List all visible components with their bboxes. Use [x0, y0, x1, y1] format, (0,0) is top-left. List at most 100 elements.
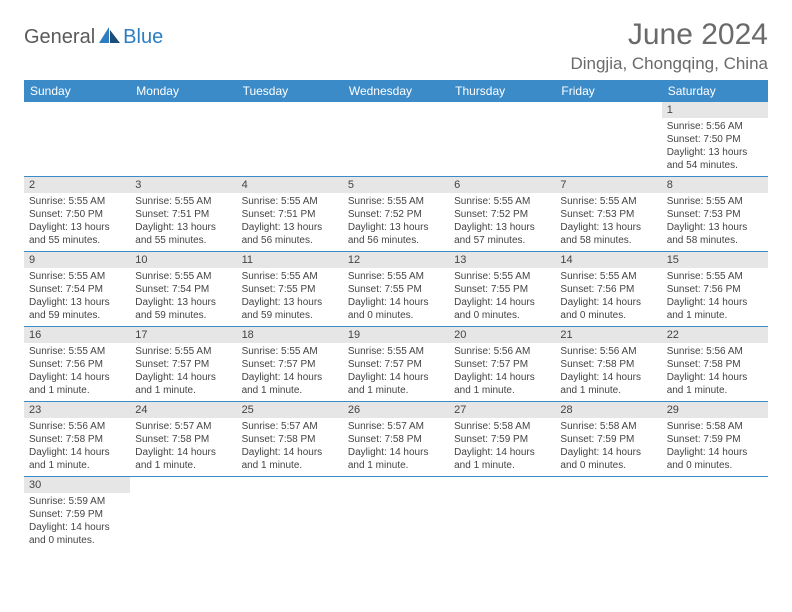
- sunset-text: Sunset: 7:57 PM: [348, 358, 444, 371]
- daylight-text: Daylight: 13 hours and 58 minutes.: [560, 221, 656, 247]
- sunset-text: Sunset: 7:58 PM: [348, 433, 444, 446]
- calendar-body: 1Sunrise: 5:56 AMSunset: 7:50 PMDaylight…: [24, 102, 768, 551]
- calendar-day-cell: 29Sunrise: 5:58 AMSunset: 7:59 PMDayligh…: [662, 402, 768, 477]
- calendar-day-cell: 1Sunrise: 5:56 AMSunset: 7:50 PMDaylight…: [662, 102, 768, 177]
- day-details: Sunrise: 5:58 AMSunset: 7:59 PMDaylight:…: [449, 418, 555, 476]
- weekday-header: Sunday: [24, 80, 130, 102]
- sunset-text: Sunset: 7:59 PM: [454, 433, 550, 446]
- day-number: [237, 477, 343, 493]
- day-number: 5: [343, 177, 449, 193]
- weekday-header: Monday: [130, 80, 236, 102]
- calendar-day-cell: 12Sunrise: 5:55 AMSunset: 7:55 PMDayligh…: [343, 252, 449, 327]
- calendar-day-cell: 10Sunrise: 5:55 AMSunset: 7:54 PMDayligh…: [130, 252, 236, 327]
- sunrise-text: Sunrise: 5:55 AM: [560, 270, 656, 283]
- sunrise-text: Sunrise: 5:56 AM: [667, 345, 763, 358]
- weekday-header: Wednesday: [343, 80, 449, 102]
- day-details: Sunrise: 5:55 AMSunset: 7:52 PMDaylight:…: [343, 193, 449, 251]
- day-number: 16: [24, 327, 130, 343]
- day-number: [343, 102, 449, 118]
- daylight-text: Daylight: 14 hours and 1 minute.: [667, 371, 763, 397]
- calendar-day-cell: 27Sunrise: 5:58 AMSunset: 7:59 PMDayligh…: [449, 402, 555, 477]
- calendar-day-cell: 5Sunrise: 5:55 AMSunset: 7:52 PMDaylight…: [343, 177, 449, 252]
- location-subtitle: Dingjia, Chongqing, China: [570, 54, 768, 74]
- daylight-text: Daylight: 14 hours and 1 minute.: [454, 446, 550, 472]
- calendar-day-cell: [130, 102, 236, 177]
- day-number: 11: [237, 252, 343, 268]
- daylight-text: Daylight: 13 hours and 59 minutes.: [135, 296, 231, 322]
- daylight-text: Daylight: 13 hours and 59 minutes.: [29, 296, 125, 322]
- calendar-day-cell: 24Sunrise: 5:57 AMSunset: 7:58 PMDayligh…: [130, 402, 236, 477]
- day-details: Sunrise: 5:55 AMSunset: 7:57 PMDaylight:…: [130, 343, 236, 401]
- sunrise-text: Sunrise: 5:59 AM: [29, 495, 125, 508]
- brand-part1: General: [24, 26, 95, 49]
- calendar-day-cell: [449, 102, 555, 177]
- daylight-text: Daylight: 14 hours and 0 minutes.: [667, 446, 763, 472]
- weekday-header: Tuesday: [237, 80, 343, 102]
- day-details: Sunrise: 5:58 AMSunset: 7:59 PMDaylight:…: [555, 418, 661, 476]
- day-number: 30: [24, 477, 130, 493]
- sunset-text: Sunset: 7:58 PM: [135, 433, 231, 446]
- day-number: 23: [24, 402, 130, 418]
- header: General Blue June 2024 Dingjia, Chongqin…: [24, 18, 768, 74]
- calendar-day-cell: [24, 102, 130, 177]
- day-details: Sunrise: 5:56 AMSunset: 7:58 PMDaylight:…: [555, 343, 661, 401]
- sunrise-text: Sunrise: 5:57 AM: [242, 420, 338, 433]
- daylight-text: Daylight: 13 hours and 55 minutes.: [135, 221, 231, 247]
- day-number: 9: [24, 252, 130, 268]
- calendar-day-cell: 25Sunrise: 5:57 AMSunset: 7:58 PMDayligh…: [237, 402, 343, 477]
- day-number: 17: [130, 327, 236, 343]
- day-number: 14: [555, 252, 661, 268]
- day-details: Sunrise: 5:55 AMSunset: 7:56 PMDaylight:…: [555, 268, 661, 326]
- brand-part2: Blue: [123, 26, 163, 49]
- daylight-text: Daylight: 14 hours and 0 minutes.: [560, 446, 656, 472]
- daylight-text: Daylight: 14 hours and 0 minutes.: [29, 521, 125, 547]
- calendar-week-row: 1Sunrise: 5:56 AMSunset: 7:50 PMDaylight…: [24, 102, 768, 177]
- sunrise-text: Sunrise: 5:57 AM: [348, 420, 444, 433]
- day-details: Sunrise: 5:55 AMSunset: 7:52 PMDaylight:…: [449, 193, 555, 251]
- sunset-text: Sunset: 7:57 PM: [135, 358, 231, 371]
- sunset-text: Sunset: 7:57 PM: [242, 358, 338, 371]
- sunset-text: Sunset: 7:52 PM: [348, 208, 444, 221]
- sunrise-text: Sunrise: 5:55 AM: [348, 270, 444, 283]
- sunset-text: Sunset: 7:50 PM: [667, 133, 763, 146]
- day-details: Sunrise: 5:55 AMSunset: 7:56 PMDaylight:…: [662, 268, 768, 326]
- day-details: Sunrise: 5:55 AMSunset: 7:54 PMDaylight:…: [24, 268, 130, 326]
- sunrise-text: Sunrise: 5:55 AM: [135, 270, 231, 283]
- day-details: Sunrise: 5:58 AMSunset: 7:59 PMDaylight:…: [662, 418, 768, 476]
- calendar-day-cell: [343, 102, 449, 177]
- day-number: 2: [24, 177, 130, 193]
- weekday-header: Friday: [555, 80, 661, 102]
- sunrise-text: Sunrise: 5:56 AM: [29, 420, 125, 433]
- day-number: [24, 102, 130, 118]
- calendar-week-row: 23Sunrise: 5:56 AMSunset: 7:58 PMDayligh…: [24, 402, 768, 477]
- daylight-text: Daylight: 14 hours and 1 minute.: [29, 371, 125, 397]
- day-details: Sunrise: 5:59 AMSunset: 7:59 PMDaylight:…: [24, 493, 130, 551]
- day-details: Sunrise: 5:57 AMSunset: 7:58 PMDaylight:…: [343, 418, 449, 476]
- sunrise-text: Sunrise: 5:55 AM: [242, 270, 338, 283]
- month-title: June 2024: [570, 18, 768, 52]
- day-number: 28: [555, 402, 661, 418]
- daylight-text: Daylight: 14 hours and 1 minute.: [348, 446, 444, 472]
- day-details: Sunrise: 5:55 AMSunset: 7:54 PMDaylight:…: [130, 268, 236, 326]
- sunset-text: Sunset: 7:57 PM: [454, 358, 550, 371]
- day-details: Sunrise: 5:55 AMSunset: 7:57 PMDaylight:…: [343, 343, 449, 401]
- sunrise-text: Sunrise: 5:55 AM: [29, 345, 125, 358]
- sunrise-text: Sunrise: 5:55 AM: [242, 345, 338, 358]
- sunrise-text: Sunrise: 5:55 AM: [560, 195, 656, 208]
- calendar-day-cell: 4Sunrise: 5:55 AMSunset: 7:51 PMDaylight…: [237, 177, 343, 252]
- calendar-day-cell: 15Sunrise: 5:55 AMSunset: 7:56 PMDayligh…: [662, 252, 768, 327]
- daylight-text: Daylight: 14 hours and 0 minutes.: [560, 296, 656, 322]
- sunset-text: Sunset: 7:52 PM: [454, 208, 550, 221]
- day-details: Sunrise: 5:55 AMSunset: 7:57 PMDaylight:…: [237, 343, 343, 401]
- daylight-text: Daylight: 13 hours and 55 minutes.: [29, 221, 125, 247]
- calendar-day-cell: [662, 477, 768, 552]
- day-number: [343, 477, 449, 493]
- sunrise-text: Sunrise: 5:57 AM: [135, 420, 231, 433]
- day-number: 24: [130, 402, 236, 418]
- weekday-header: Saturday: [662, 80, 768, 102]
- day-details: Sunrise: 5:56 AMSunset: 7:58 PMDaylight:…: [24, 418, 130, 476]
- daylight-text: Daylight: 14 hours and 1 minute.: [348, 371, 444, 397]
- sunset-text: Sunset: 7:56 PM: [29, 358, 125, 371]
- sunset-text: Sunset: 7:55 PM: [348, 283, 444, 296]
- day-number: [449, 477, 555, 493]
